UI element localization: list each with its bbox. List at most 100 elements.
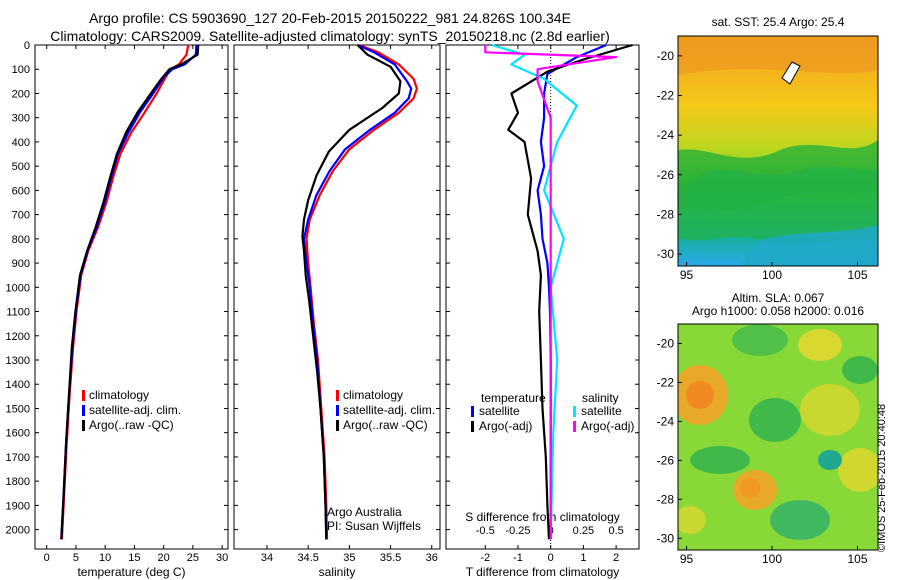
map-y-tick-label: -20 xyxy=(657,336,675,350)
y-tick-label: 100 xyxy=(12,64,30,76)
y-tick-label: 900 xyxy=(12,258,30,270)
salinity-panel: 34 34.5 35 35.5 36 salinity climatologysatelli… xyxy=(233,43,441,579)
y-tick-label: 400 xyxy=(12,137,30,149)
x-tick-label: -1 xyxy=(513,552,523,564)
x-tick-top-label: -0.25 xyxy=(505,525,530,537)
sla-anomaly xyxy=(690,446,750,474)
sla-anomaly xyxy=(798,329,842,361)
x-tick-label: 1 xyxy=(580,552,586,564)
legend-label: Argo(..raw -QC) xyxy=(89,418,174,432)
y-tick-label: 200 xyxy=(12,88,30,100)
series-line-argorawqc xyxy=(60,44,200,540)
map-x-tick-label: 95 xyxy=(680,552,694,566)
legend-swatch xyxy=(573,421,576,432)
x-axis-label: T difference from climatology xyxy=(466,565,620,579)
legend-swatch xyxy=(82,420,85,431)
x-tick-top-label: 0.5 xyxy=(608,525,623,537)
sla-anomaly xyxy=(678,506,706,534)
sst-map: 95 100 105 -20 -22 -24 -26 -28 -30 xyxy=(657,35,879,282)
y-tick-label: 600 xyxy=(12,185,30,197)
map-x-tick-label: 100 xyxy=(762,268,782,282)
temperature-panel: 0 100 200 300 400 500 600 700 800 900 1000 1100 1200… xyxy=(6,40,229,579)
x-axis-label: salinity xyxy=(319,565,356,579)
map-y-tick-label: -30 xyxy=(657,531,675,545)
legend-label: Argo(-adj) xyxy=(581,419,634,433)
x-tick-label: 0 xyxy=(548,552,554,564)
x-axis-top-label: S difference from climatology xyxy=(465,510,620,524)
title-line-2: Climatology: CARS2009. Satellite-adjuste… xyxy=(50,28,610,44)
sla-anomaly xyxy=(770,500,830,540)
x-tick-label: 15 xyxy=(128,552,140,564)
y-tick-label: 300 xyxy=(12,113,30,125)
x-axis-label: temperature (deg C) xyxy=(77,565,185,579)
x-tick-label: 34 xyxy=(261,552,273,564)
y-tick-label: 1600 xyxy=(6,428,30,440)
annotation-text: Argo Australia xyxy=(327,505,402,519)
map-y-tick-label: -24 xyxy=(657,128,675,142)
plot-frame xyxy=(445,44,640,550)
y-tick-label: 500 xyxy=(12,161,30,173)
x-tick-label: 30 xyxy=(216,552,228,564)
map-x-tick-label: 105 xyxy=(847,552,867,566)
sla-map-frame xyxy=(677,323,879,551)
x-tick-label: -2 xyxy=(480,552,490,564)
y-tick-label: 1700 xyxy=(6,452,30,464)
series-line-argoadj xyxy=(507,43,633,540)
map-y-tick-label: -28 xyxy=(657,207,675,221)
legend-label: satellite-adj. clim. xyxy=(89,403,181,417)
sla-header-2: Argo h1000: 0.058 h2000: 0.016 xyxy=(691,304,865,318)
map-y-tick-label: -30 xyxy=(657,247,675,261)
y-tick-label: 0 xyxy=(24,40,30,52)
legend-header: salinity xyxy=(582,391,619,405)
sla-anomaly xyxy=(740,478,760,498)
y-tick-label: 2000 xyxy=(6,525,30,537)
x-tick-label: 25 xyxy=(187,552,199,564)
map-y-tick-label: -26 xyxy=(657,453,675,467)
y-tick-label: 800 xyxy=(12,234,30,246)
sst-argo-marker xyxy=(781,61,801,85)
legend-swatch xyxy=(471,406,474,417)
map-x-tick-label: 105 xyxy=(847,268,867,282)
x-tick-label: 20 xyxy=(158,552,170,564)
sla-map: 95 100 105 -20 -22 -24 -26 -28 -30 xyxy=(657,323,879,566)
sst-orange-top xyxy=(678,36,878,75)
y-tick-label: 1100 xyxy=(6,307,30,319)
legend-label: satellite xyxy=(581,404,622,418)
y-tick-label: 700 xyxy=(12,210,30,222)
sla-anomaly xyxy=(838,448,878,492)
legend-swatch xyxy=(573,406,576,417)
sst-map-frame xyxy=(677,35,879,267)
legend-swatch xyxy=(82,405,85,416)
legend-header: temperature xyxy=(481,391,546,405)
sla-anomaly xyxy=(749,398,801,442)
map-y-tick-label: -24 xyxy=(657,414,675,428)
x-tick-label: 10 xyxy=(99,552,111,564)
sst-blue-area xyxy=(740,225,878,266)
legend-label: climatology xyxy=(343,388,403,402)
sst-green-band-2 xyxy=(678,166,878,244)
y-tick-label: 1200 xyxy=(6,331,30,343)
legend-label: climatology xyxy=(89,388,149,402)
sla-anomaly xyxy=(842,356,878,384)
y-tick-label: 1300 xyxy=(6,355,30,367)
legend-label: Argo(-adj) xyxy=(479,419,532,433)
x-tick-label: 35.5 xyxy=(380,552,401,564)
sla-header-1: Altim. SLA: 0.067 xyxy=(731,291,825,305)
map-y-tick-label: -22 xyxy=(657,375,675,389)
legend-label: Argo(..raw -QC) xyxy=(343,418,428,432)
x-tick-top-label: 0.25 xyxy=(573,525,594,537)
sla-anomaly xyxy=(732,324,788,356)
map-x-tick-label: 100 xyxy=(762,552,782,566)
y-tick-label: 1000 xyxy=(6,282,30,294)
y-tick-label: 1900 xyxy=(6,500,30,512)
x-tick-label: 2 xyxy=(613,552,619,564)
sla-anomaly xyxy=(686,381,714,409)
series-line-argoadj xyxy=(484,45,618,540)
legend-label: satellite-adj. clim. xyxy=(343,403,435,417)
legend-swatch xyxy=(336,405,339,416)
legend-swatch xyxy=(336,390,339,401)
plot-frame xyxy=(233,44,441,550)
y-tick-label: 1800 xyxy=(6,476,30,488)
legend-swatch xyxy=(471,421,474,432)
sla-anomaly xyxy=(800,384,860,436)
